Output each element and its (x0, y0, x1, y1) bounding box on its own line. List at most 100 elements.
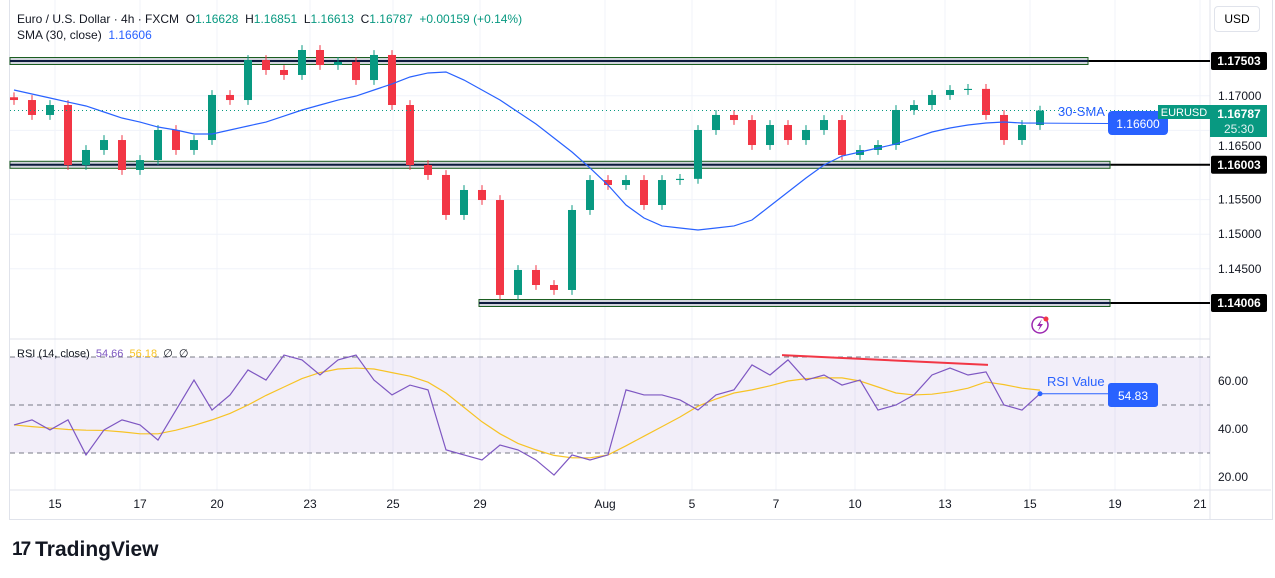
x-tick-label: 15 (48, 497, 62, 511)
sma-badge-text: 1.16600 (1116, 117, 1160, 131)
candle-body (46, 105, 54, 115)
candle-body (514, 269, 522, 295)
divergence-line (781, 354, 989, 366)
candle-body (136, 160, 144, 170)
sma-value: 1.16606 (108, 28, 152, 42)
candle-body (208, 94, 216, 141)
level-price-label: 1.17503 (1217, 54, 1261, 68)
candle-body (316, 49, 324, 66)
x-tick-label: 19 (1108, 497, 1122, 511)
candle-body (82, 149, 90, 166)
candle-body (280, 69, 288, 75)
candle-body (946, 89, 954, 95)
rsi-badge-text: 54.83 (1118, 389, 1148, 403)
currency-button[interactable]: USD (1214, 6, 1260, 32)
x-tick-label: 5 (689, 497, 696, 511)
candle-body (532, 269, 540, 286)
rsi-value-label: RSI Value (1047, 374, 1105, 389)
x-tick-label: 10 (848, 497, 862, 511)
rsi-line (13, 354, 1041, 476)
chart-canvas[interactable]: 15 17 20 23 25 29 Aug 5 7 10 13 15 19 21 1.17000 1.1650… (0, 0, 1275, 520)
level-price-label: 1.16003 (1217, 158, 1261, 172)
candle-body (28, 100, 36, 115)
candle-body (622, 180, 630, 186)
rsi-extra-2: ∅ (178, 348, 189, 360)
candle-body (154, 129, 162, 161)
candle-body (586, 180, 594, 210)
candle-body (964, 88, 972, 90)
candle-body (928, 94, 936, 106)
rsi-ma-line (13, 367, 1041, 459)
last-price-badge (1210, 105, 1267, 137)
sma-legend[interactable]: SMA (30, close) 1.16606 (17, 28, 152, 42)
symbol-legend: Euro / U.S. Dollar · 4h · FXCM O1.16628 … (17, 12, 522, 26)
x-tick-label: Aug (594, 497, 615, 511)
lightning-icon (1031, 316, 1049, 334)
candle-body (100, 140, 108, 150)
candle-body (784, 125, 792, 141)
candle-body (1036, 110, 1044, 126)
rsi-legend[interactable]: RSI (14, close) 54.66 56.18 ∅ ∅ (17, 347, 189, 360)
tradingview-logo-icon: 17 (12, 539, 31, 560)
candle-body (730, 114, 738, 121)
close-value: 1.16787 (369, 12, 413, 26)
candle-body (748, 120, 756, 146)
x-tick-label: 21 (1193, 497, 1207, 511)
notification-dot-icon (1043, 316, 1049, 322)
candle-body (190, 140, 198, 150)
x-tick-label: 15 (1023, 497, 1037, 511)
candle-body (838, 120, 846, 155)
candle-body (226, 94, 234, 101)
candle-body (118, 140, 126, 170)
low-value: 1.16613 (310, 12, 354, 26)
candle-body (712, 114, 720, 130)
candle-body (820, 120, 828, 130)
open-value: 1.16628 (195, 12, 239, 26)
candle-body (766, 125, 774, 146)
tradingview-logo[interactable]: 17 TradingView (12, 538, 158, 562)
x-tick-label: 7 (773, 497, 780, 511)
symbol-tag-text: EURUSD (1161, 107, 1208, 119)
price-tick-label: 1.16500 (1218, 139, 1262, 153)
sma-label: SMA (30, close) (17, 28, 102, 42)
x-tick-label: 20 (210, 497, 224, 511)
candle-body (64, 105, 72, 166)
candle-body (694, 129, 702, 179)
rsi-label: RSI (14, close) (17, 348, 90, 360)
rsi-ma-value: 56.18 (129, 348, 158, 360)
countdown-text: 25:30 (1224, 122, 1254, 136)
x-tick-label: 25 (386, 497, 400, 511)
candle-body (370, 54, 378, 81)
candle-body (478, 189, 486, 201)
close-label: C (360, 12, 370, 26)
x-tick-label: 17 (133, 497, 147, 511)
symbol-title: Euro / U.S. Dollar · 4h · FXCM (17, 12, 180, 26)
change-value: +0.00159 (+0.14%) (419, 12, 523, 26)
candle-body (550, 285, 558, 290)
price-tick-label: 1.15000 (1218, 227, 1262, 241)
candle-body (10, 97, 18, 101)
candle-body (802, 129, 810, 141)
candle-body (640, 180, 648, 206)
candle-body (1018, 125, 1026, 141)
x-tick-label: 29 (473, 497, 487, 511)
candle-body (982, 88, 990, 115)
candle-body (244, 60, 252, 101)
candle-body (352, 61, 360, 81)
candle-body (1000, 114, 1008, 141)
rsi-tick-label: 40.00 (1218, 422, 1248, 436)
price-tick-label: 1.17000 (1218, 89, 1262, 103)
candle-body (676, 178, 684, 181)
open-label: O (185, 12, 196, 26)
rsi-value: 54.66 (95, 348, 124, 360)
candle-body (334, 61, 342, 66)
low-label: L (303, 12, 311, 26)
rsi-tick-label: 20.00 (1218, 470, 1248, 484)
level-price-label: 1.14006 (1217, 296, 1261, 310)
high-value: 1.16851 (253, 12, 298, 26)
symbol-tag (1158, 105, 1210, 119)
candle-body (388, 54, 396, 106)
candle-body (424, 165, 432, 175)
logo-text: TradingView (35, 538, 159, 561)
chart-frame (9, 0, 1273, 520)
